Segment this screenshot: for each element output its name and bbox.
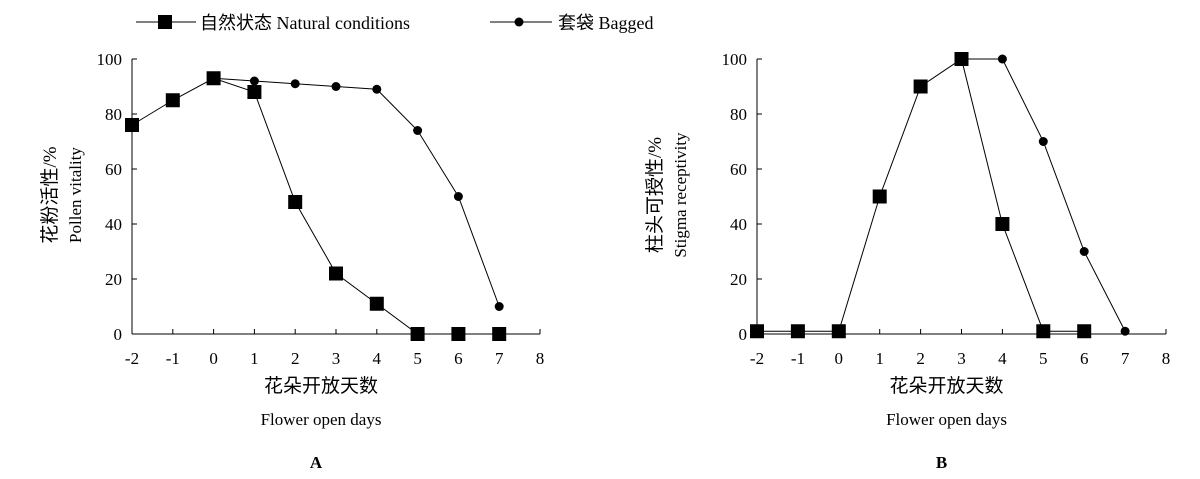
y-axis-label-en: Stigma receptivity — [671, 132, 690, 258]
legend-label-bagged: 套袋 Bagged — [558, 13, 653, 33]
y-tick-label: 20 — [730, 270, 747, 289]
x-axis-label-cn: 花朵开放天数 — [889, 375, 1003, 397]
x-tick-label: 8 — [1162, 349, 1171, 368]
x-tick-label: 4 — [373, 349, 382, 368]
series-line-bagged — [213, 77, 500, 307]
y-tick-label: 20 — [105, 270, 122, 289]
x-tick-label: 7 — [1121, 349, 1130, 368]
data-point-natural — [410, 327, 425, 341]
data-point-natural — [1077, 324, 1092, 339]
x-tick-label: 0 — [835, 349, 844, 368]
y-tick-label: 0 — [739, 325, 748, 344]
x-tick-label: 0 — [209, 349, 218, 368]
y-tick-label: 80 — [105, 105, 122, 124]
x-tick-label: -2 — [125, 349, 139, 368]
data-point-natural — [872, 189, 887, 204]
data-point-natural — [329, 266, 343, 281]
series-line-natural — [757, 58, 1085, 332]
data-point-bagged — [413, 126, 423, 135]
data-point-natural — [451, 327, 466, 341]
data-point-bagged — [1079, 247, 1089, 256]
data-point-natural — [954, 52, 969, 66]
data-point-natural — [995, 217, 1010, 231]
data-point-bagged — [290, 79, 300, 89]
x-tick-label: 5 — [1039, 349, 1048, 368]
data-point-natural — [492, 327, 507, 341]
y-axis-label-cn: 花粉活性/% — [39, 146, 61, 243]
y-tick-label: 0 — [114, 325, 123, 344]
x-tick-label: 8 — [536, 349, 545, 368]
x-tick-label: 4 — [998, 349, 1007, 368]
x-axis-label-en: Flower open days — [886, 410, 1007, 429]
data-point-bagged — [372, 84, 382, 94]
series-line-natural — [131, 77, 500, 335]
x-tick-label: 2 — [291, 349, 300, 368]
data-point-natural — [913, 79, 928, 94]
y-tick-label: 40 — [730, 215, 747, 234]
data-point-bagged — [997, 54, 1007, 64]
x-tick-label: 1 — [250, 349, 259, 368]
x-tick-label: 3 — [332, 349, 341, 368]
y-tick-label: 60 — [105, 160, 122, 179]
legend: 自然状态 Natural conditions 套袋 Bagged — [136, 13, 653, 33]
data-point-natural — [790, 324, 805, 339]
data-point-bagged — [1038, 137, 1048, 146]
x-tick-label: 3 — [957, 349, 966, 368]
y-axis-label-cn: 柱头可授性/% — [644, 137, 666, 253]
legend-square-marker — [158, 15, 172, 29]
data-point-natural — [1036, 324, 1051, 339]
x-tick-label: 6 — [1080, 349, 1089, 368]
y-axis-label-en: Pollen vitality — [66, 147, 85, 243]
x-axis-label-en: Flower open days — [261, 410, 382, 429]
legend-circle-marker — [514, 17, 524, 27]
data-point-natural — [831, 324, 846, 339]
data-point-natural — [750, 324, 764, 339]
x-tick-label: 6 — [454, 349, 463, 368]
y-tick-label: 100 — [97, 50, 123, 69]
data-point-natural — [247, 85, 262, 99]
data-point-bagged — [1120, 326, 1130, 336]
x-tick-label: -1 — [166, 349, 180, 368]
data-point-natural — [165, 93, 180, 108]
data-point-natural — [288, 195, 303, 209]
data-point-natural — [125, 118, 139, 132]
x-axis-label-cn: 花朵开放天数 — [264, 375, 378, 397]
x-tick-label: 2 — [916, 349, 925, 368]
data-point-natural — [369, 296, 384, 311]
x-tick-label: 1 — [875, 349, 884, 368]
data-point-natural — [206, 71, 221, 86]
data-point-bagged — [494, 302, 504, 311]
y-tick-label: 40 — [105, 215, 122, 234]
series-line-bagged — [961, 58, 1126, 332]
y-tick-label: 80 — [730, 105, 747, 124]
x-tick-label: -1 — [791, 349, 805, 368]
y-tick-label: 100 — [722, 50, 748, 69]
x-tick-label: 5 — [413, 349, 422, 368]
panel-label: B — [936, 453, 947, 472]
x-tick-label: -2 — [750, 349, 764, 368]
data-point-bagged — [249, 76, 259, 86]
legend-label-natural: 自然状态 Natural conditions — [200, 13, 410, 33]
x-tick-label: 7 — [495, 349, 504, 368]
panel-label: A — [310, 453, 323, 472]
data-point-bagged — [453, 192, 463, 201]
y-tick-label: 60 — [730, 160, 747, 179]
data-point-bagged — [331, 82, 341, 91]
